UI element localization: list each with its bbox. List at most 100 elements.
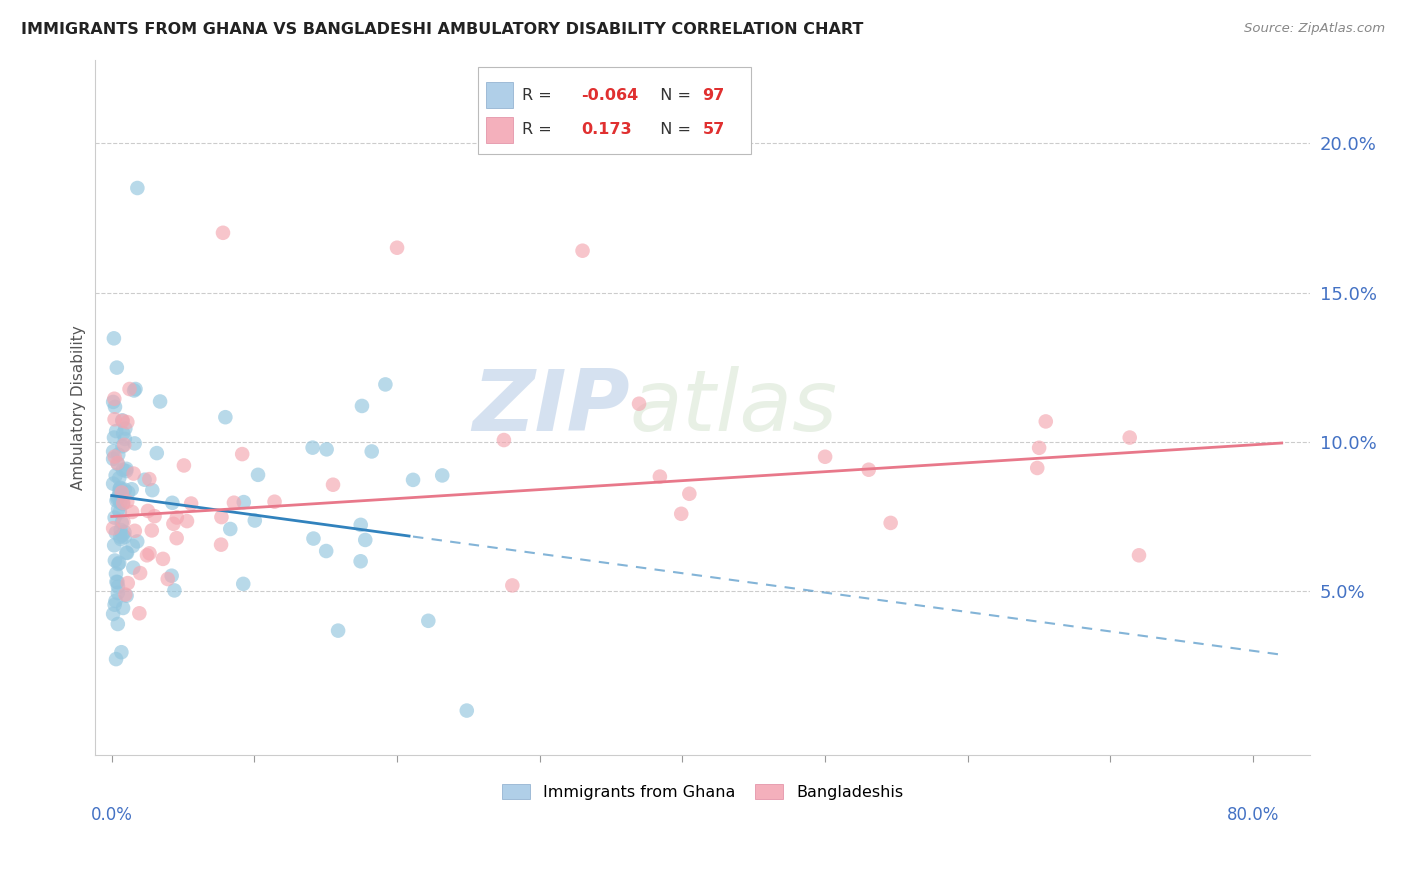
Point — [1028, 441, 1050, 455]
Point — [136, 549, 159, 563]
Point — [101, 444, 124, 458]
Point — [111, 439, 134, 453]
Point — [117, 485, 139, 500]
Point — [111, 485, 134, 500]
Point — [104, 594, 127, 608]
Point — [114, 525, 136, 540]
Point — [138, 472, 160, 486]
Text: ZIP: ZIP — [472, 366, 630, 449]
Point — [118, 382, 141, 396]
Point — [166, 510, 188, 524]
FancyBboxPatch shape — [486, 117, 513, 143]
Point — [127, 181, 149, 195]
Point — [117, 576, 139, 591]
Point — [111, 528, 134, 542]
Point — [122, 560, 145, 574]
Point — [814, 450, 837, 464]
Point — [122, 384, 145, 398]
Point — [243, 514, 266, 528]
Point — [108, 530, 131, 544]
Point — [112, 515, 135, 529]
Point — [101, 451, 124, 466]
Text: -0.064: -0.064 — [581, 87, 638, 103]
Text: IMMIGRANTS FROM GHANA VS BANGLADESHI AMBULATORY DISABILITY CORRELATION CHART: IMMIGRANTS FROM GHANA VS BANGLADESHI AMB… — [21, 22, 863, 37]
Point — [315, 544, 337, 558]
Point — [628, 397, 651, 411]
Point — [103, 431, 125, 445]
Point — [108, 505, 131, 519]
Point — [1128, 549, 1150, 563]
Text: N =: N = — [650, 122, 696, 137]
Point — [678, 487, 700, 501]
Point — [501, 578, 523, 592]
Point — [114, 530, 136, 544]
Point — [156, 572, 179, 586]
Y-axis label: Ambulatory Disability: Ambulatory Disability — [72, 325, 86, 490]
Point — [115, 464, 138, 478]
Point — [101, 521, 124, 535]
Point — [1026, 461, 1049, 475]
Point — [1035, 414, 1057, 428]
Point — [211, 510, 233, 524]
Point — [104, 525, 127, 540]
Point — [115, 462, 138, 476]
Point — [247, 467, 270, 482]
Point — [105, 360, 128, 375]
Point — [108, 471, 131, 485]
Point — [301, 441, 323, 455]
Point — [104, 598, 127, 612]
Point — [110, 532, 132, 546]
Point — [112, 601, 135, 615]
Point — [166, 531, 188, 545]
Text: 80.0%: 80.0% — [1227, 806, 1279, 824]
Point — [162, 496, 184, 510]
Point — [115, 494, 138, 508]
Point — [1119, 431, 1142, 445]
Point — [107, 586, 129, 600]
Point — [350, 517, 373, 532]
Point — [121, 539, 143, 553]
Point — [114, 421, 136, 435]
Point — [232, 577, 254, 591]
Point — [315, 442, 337, 457]
Text: Source: ZipAtlas.com: Source: ZipAtlas.com — [1244, 22, 1385, 36]
Legend: Immigrants from Ghana, Bangladeshis: Immigrants from Ghana, Bangladeshis — [495, 778, 910, 806]
Point — [141, 524, 163, 538]
Text: 57: 57 — [703, 122, 724, 137]
Point — [110, 645, 132, 659]
Point — [124, 382, 146, 396]
Point — [858, 463, 880, 477]
Point — [104, 468, 127, 483]
Point — [107, 448, 129, 462]
Point — [222, 496, 245, 510]
Point — [107, 457, 129, 471]
Point — [105, 574, 128, 589]
Text: 0.173: 0.173 — [581, 122, 631, 137]
Point — [492, 433, 515, 447]
Point — [322, 477, 344, 491]
Point — [107, 490, 129, 504]
Text: R =: R = — [523, 87, 557, 103]
Point — [114, 432, 136, 446]
Point — [214, 410, 236, 425]
Point — [374, 377, 396, 392]
Point — [138, 546, 160, 560]
Point — [128, 607, 150, 621]
Point — [105, 456, 128, 470]
Point — [122, 467, 145, 481]
Point — [108, 485, 131, 500]
Point — [146, 446, 169, 460]
Point — [231, 447, 253, 461]
Point — [173, 458, 195, 473]
Point — [571, 244, 593, 258]
Point — [108, 482, 131, 496]
Point — [110, 481, 132, 495]
Point — [110, 496, 132, 510]
Point — [110, 523, 132, 537]
Point — [648, 469, 671, 483]
FancyBboxPatch shape — [486, 82, 513, 108]
Point — [326, 624, 349, 638]
Point — [354, 533, 377, 547]
Point — [141, 483, 163, 498]
Point — [111, 497, 134, 511]
